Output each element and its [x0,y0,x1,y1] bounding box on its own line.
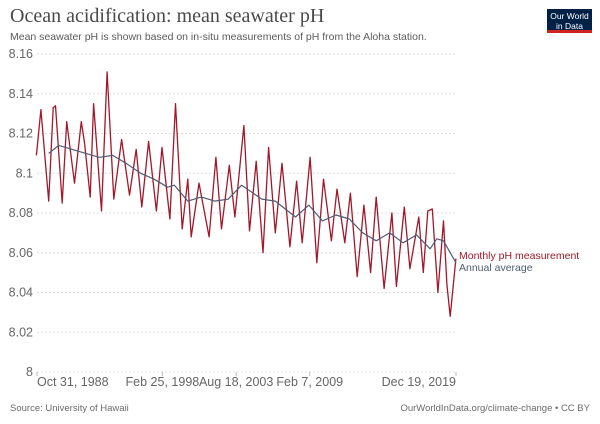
annual-average-line [48,144,457,263]
x-tick-label: Oct 31, 1988 [37,375,109,389]
source-note: Source: University of Hawaii [10,403,129,414]
legend-label: Monthly pH measurement [459,250,579,262]
legend-label: Annual average [459,262,533,274]
x-tick-label: Feb 25, 1998 [126,375,200,389]
x-tick-label: Aug 18, 2003 [199,375,273,389]
monthly-ph-line [35,71,457,317]
owid-logo[interactable]: Our World in Data [547,9,592,33]
license-link[interactable]: OurWorldInData.org/climate-change • CC B… [400,403,590,414]
y-tick-label: 8 [26,365,33,379]
chart-title: Ocean acidification: mean seawater pH [10,5,325,27]
y-tick-label: 8.14 [9,87,33,101]
y-tick-label: 8.08 [9,206,33,220]
chart-subtitle: Mean seawater pH is shown based on in-si… [10,31,427,43]
y-tick-label: 8.12 [9,127,33,141]
y-tick-label: 8.04 [9,286,33,300]
y-tick-label: 8.06 [9,246,33,260]
x-tick-label: Dec 19, 2019 [382,375,456,389]
x-tick-label: Feb 7, 2009 [276,375,343,389]
y-tick-label: 8.16 [9,47,33,61]
y-tick-label: 8.02 [9,325,33,339]
y-tick-label: 8.1 [16,166,33,180]
